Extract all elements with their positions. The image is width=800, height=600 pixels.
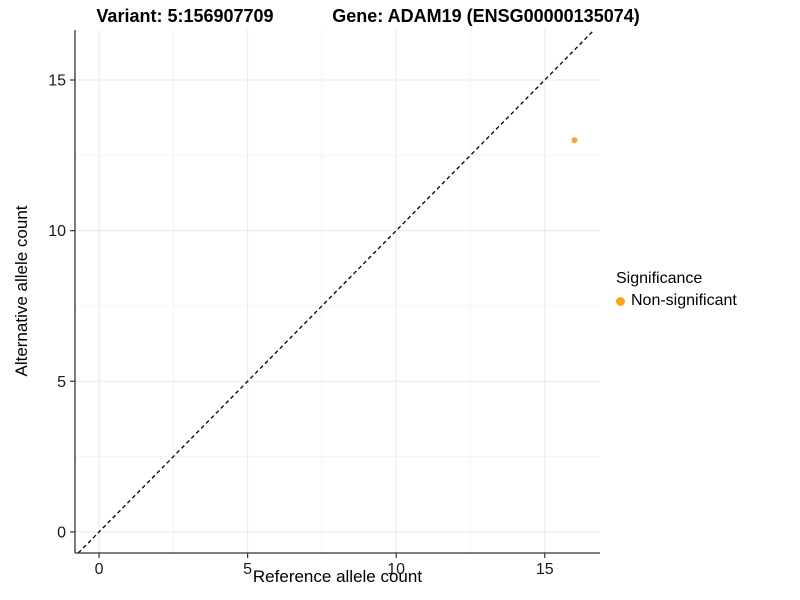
data-point [571, 137, 578, 144]
legend-item-non-significant: Non-significant [616, 292, 737, 310]
legend: Significance Non-significant [616, 270, 737, 310]
y-tick-label: 10 [48, 223, 66, 240]
x-axis-label: Reference allele count [252, 567, 423, 586]
identity-line [77, 29, 595, 554]
legend-dot-icon [616, 296, 625, 306]
x-tick-label: 10 [387, 561, 405, 578]
variant-title: Variant: 5:156907709 [96, 6, 274, 26]
x-tick-label: 15 [536, 561, 554, 578]
legend-title: Significance [616, 270, 703, 287]
y-tick-label: 15 [48, 73, 66, 90]
gene-title: Gene: ADAM19 (ENSG00000135074) [332, 6, 640, 26]
y-tick-label: 0 [57, 524, 66, 541]
x-tick-label: 5 [243, 561, 252, 578]
y-tick-label: 5 [57, 374, 66, 391]
x-tick-label: 0 [95, 561, 104, 578]
legend-item-label: Non-significant [631, 292, 737, 309]
